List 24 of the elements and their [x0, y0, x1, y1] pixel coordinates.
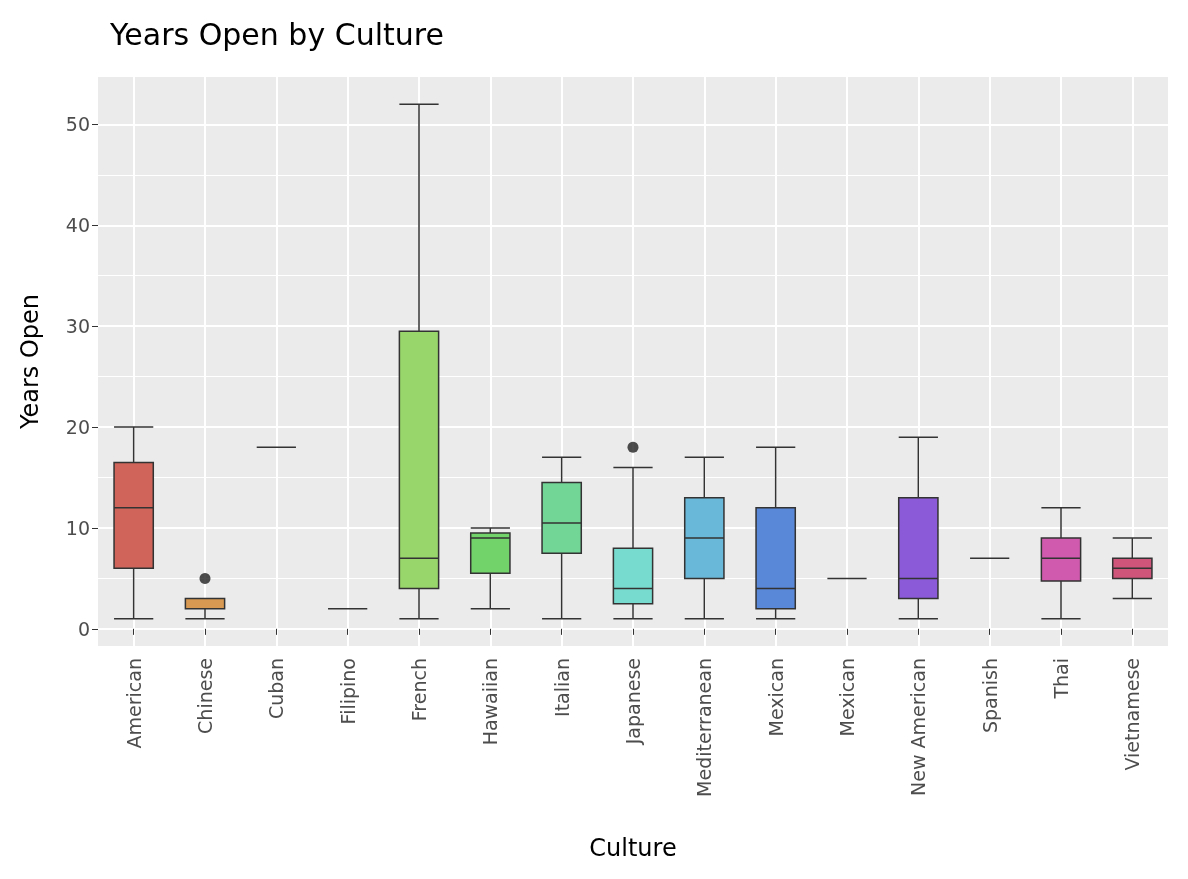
y-tick-label: 10: [65, 516, 90, 539]
x-tick-label: American: [122, 658, 145, 749]
x-tick-label: New American: [907, 658, 930, 796]
chart-title: Years Open by Culture: [109, 16, 444, 52]
x-tick-label: Hawaiian: [479, 658, 502, 746]
x-tick-label: Spanish: [978, 658, 1001, 734]
x-tick-label: Cuban: [265, 658, 288, 720]
x-tick-label: Mexican: [764, 658, 787, 737]
y-tick-label: 30: [65, 315, 90, 338]
x-tick-label: Chinese: [194, 658, 216, 734]
x-tick-label: Mediterranean: [693, 658, 716, 797]
y-tick-label: 50: [65, 113, 90, 136]
x-tick-label: Italian: [550, 658, 573, 717]
y-axis-title: Years Open: [16, 293, 44, 431]
x-axis-title: Culture: [589, 834, 677, 862]
x-tick-label: Mexican: [836, 658, 858, 737]
x-tick-label: Filipino: [336, 658, 359, 725]
y-tick-label: 20: [65, 416, 90, 439]
y-tick-label: 40: [65, 214, 90, 237]
x-tick-label: Vietnamese: [1121, 658, 1144, 771]
x-tick-label: Japanese: [622, 658, 644, 746]
x-tick-label: Thai: [1050, 658, 1072, 700]
x-tick-label: French: [408, 658, 430, 722]
y-tick-label: 0: [77, 617, 90, 640]
